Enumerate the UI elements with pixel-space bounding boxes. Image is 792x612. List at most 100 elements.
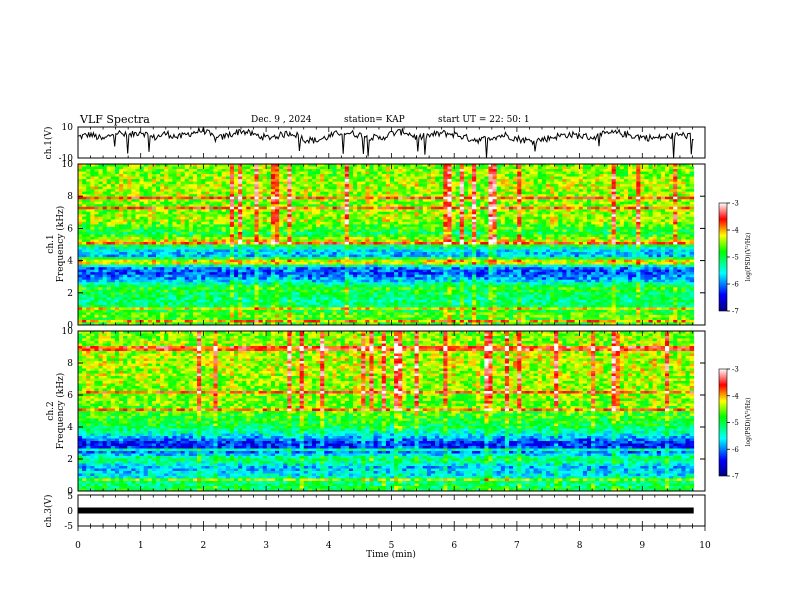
spectrogram-cell bbox=[320, 169, 325, 172]
spectrogram-cell bbox=[456, 189, 461, 192]
spectrogram-cell bbox=[115, 167, 120, 170]
spectrogram-cell bbox=[406, 169, 411, 172]
spectrogram-cell bbox=[345, 192, 350, 195]
spectrogram-cell bbox=[525, 182, 530, 185]
spectrogram-cell bbox=[103, 192, 108, 195]
spectrogram-cell bbox=[131, 177, 136, 180]
spectrogram-cell bbox=[587, 172, 592, 175]
spectrogram-cell bbox=[653, 177, 658, 180]
spectrogram-cell bbox=[333, 174, 338, 177]
spectrogram-cell bbox=[103, 177, 108, 180]
spectrogram-cell bbox=[374, 187, 379, 190]
spectrogram-cell bbox=[681, 167, 686, 170]
spectrogram-cell bbox=[632, 167, 637, 170]
spectrogram-cell bbox=[608, 169, 613, 172]
spectrogram-cell bbox=[283, 187, 288, 190]
spectrogram-cell bbox=[468, 189, 473, 192]
spectrogram-cell bbox=[78, 179, 83, 182]
spectrogram-cell bbox=[353, 167, 358, 170]
spectrogram-cell bbox=[99, 167, 104, 170]
spectrogram-cell bbox=[361, 187, 366, 190]
spectrogram-cell bbox=[690, 169, 695, 172]
spectrogram-cell bbox=[538, 172, 543, 175]
spectrogram-cell bbox=[369, 182, 374, 185]
spectrogram-cell bbox=[636, 179, 641, 182]
spectrogram-cell bbox=[534, 182, 539, 185]
spectrogram-cell bbox=[509, 179, 514, 182]
spectrogram-cell bbox=[620, 187, 625, 190]
spectrogram-cell bbox=[230, 172, 235, 175]
spectrogram-cell bbox=[620, 179, 625, 182]
spectrogram-cell bbox=[542, 172, 547, 175]
spectrogram-cell bbox=[349, 189, 354, 192]
spectrogram-cell bbox=[550, 182, 555, 185]
spectrogram-cell bbox=[111, 187, 116, 190]
spectrogram-cell bbox=[673, 187, 678, 190]
spectrogram-cell bbox=[365, 167, 370, 170]
spectrogram-cell bbox=[250, 184, 255, 187]
spectrogram-cell bbox=[427, 192, 432, 195]
spectrogram-cell bbox=[620, 184, 625, 187]
spectrogram-cell bbox=[599, 172, 604, 175]
spectrogram-cell bbox=[636, 187, 641, 190]
spectrogram-cell bbox=[328, 169, 333, 172]
spectrogram-cell bbox=[222, 167, 227, 170]
spectrogram-cell bbox=[546, 177, 551, 180]
spectrogram-cell bbox=[365, 179, 370, 182]
spectrogram-cell bbox=[686, 189, 691, 192]
spectrogram-cell bbox=[226, 187, 231, 190]
spectrogram-cell bbox=[546, 169, 551, 172]
spectrogram-cell bbox=[587, 182, 592, 185]
spectrogram-cell bbox=[320, 192, 325, 195]
spectrogram-cell bbox=[115, 174, 120, 177]
spectrogram-cell bbox=[686, 169, 691, 172]
spectrogram-cell bbox=[230, 179, 235, 182]
spectrogram-cell bbox=[456, 187, 461, 190]
spectrogram-cell bbox=[259, 184, 264, 187]
spectrogram-cell bbox=[476, 167, 481, 170]
spectrogram-cell bbox=[534, 184, 539, 187]
spectrogram-cell bbox=[144, 179, 149, 182]
spectrogram-cell bbox=[312, 184, 317, 187]
spectrogram-cell bbox=[115, 182, 120, 185]
spectrogram-cell bbox=[612, 167, 617, 170]
spectrogram-cell bbox=[135, 167, 140, 170]
spectrogram-cell bbox=[657, 187, 662, 190]
spectrogram-cell bbox=[369, 187, 374, 190]
spectrogram-cell bbox=[333, 192, 338, 195]
spectrogram-cell bbox=[550, 177, 555, 180]
spectrogram-cell bbox=[534, 177, 539, 180]
spectrogram-cell bbox=[135, 192, 140, 195]
spectrogram-cell bbox=[378, 167, 383, 170]
spectrogram-cell bbox=[131, 187, 136, 190]
spectrogram-cell bbox=[148, 184, 153, 187]
spectrogram-cell bbox=[300, 179, 305, 182]
spectrogram-cell bbox=[636, 177, 641, 180]
spectrogram-cell bbox=[493, 167, 498, 170]
spectrogram-cell bbox=[275, 174, 280, 177]
spectrogram-cell bbox=[513, 189, 518, 192]
spectrogram-cell bbox=[673, 169, 678, 172]
spectrogram-cell bbox=[382, 169, 387, 172]
spectrogram-cell bbox=[669, 169, 674, 172]
spectrogram-cell bbox=[156, 187, 161, 190]
spectrogram-cell bbox=[172, 174, 177, 177]
spectrogram-cell bbox=[686, 179, 691, 182]
spectrogram-cell bbox=[443, 187, 448, 190]
spectrogram-cell bbox=[242, 177, 247, 180]
spectrogram-cell bbox=[476, 169, 481, 172]
spectrogram-cell bbox=[82, 189, 87, 192]
spectrogram-cell bbox=[398, 172, 403, 175]
spectrogram-cell bbox=[263, 174, 268, 177]
spectrogram-cell bbox=[460, 189, 465, 192]
spectrogram-cell bbox=[238, 184, 243, 187]
spectrogram-cell bbox=[460, 179, 465, 182]
spectrogram-cell bbox=[246, 182, 251, 185]
spectrogram-cell bbox=[218, 172, 223, 175]
spectrogram-cell bbox=[177, 189, 182, 192]
spectrogram-cell bbox=[185, 174, 190, 177]
spectrogram-cell bbox=[296, 192, 301, 195]
spectrogram-cell bbox=[267, 189, 272, 192]
spectrogram-cell bbox=[320, 182, 325, 185]
spectrogram-cell bbox=[267, 177, 272, 180]
